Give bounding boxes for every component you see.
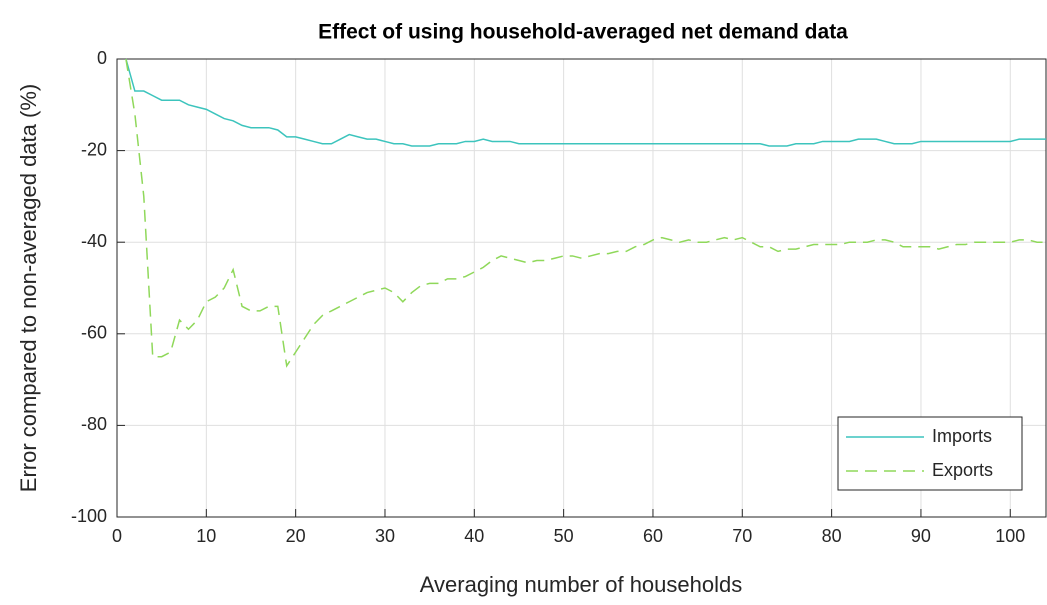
x-tick-label: 40 (464, 526, 484, 546)
x-tick-label: 60 (643, 526, 663, 546)
line-series (125, 58, 1046, 368)
y-tick-label: -20 (81, 139, 107, 159)
line-series (125, 58, 1046, 147)
legend: Imports Exports (837, 416, 1023, 491)
y-tick-label: 0 (97, 48, 107, 68)
x-tick-label: 30 (375, 526, 395, 546)
y-tick-label: -80 (81, 414, 107, 434)
x-tick-label: 0 (112, 526, 122, 546)
x-tick-label: 100 (995, 526, 1025, 546)
legend-box (837, 416, 1023, 491)
y-axis-label: Error compared to non-averaged data (%) (16, 84, 41, 492)
y-tick-label: -60 (81, 323, 107, 343)
legend-label: Imports (932, 426, 992, 446)
plot-frame (116, 58, 1047, 518)
y-tick-label: -40 (81, 231, 107, 251)
y-tick-label: -100 (71, 506, 107, 526)
x-tick-label: 80 (822, 526, 842, 546)
x-tick-label: 90 (911, 526, 931, 546)
x-tick-label: 50 (554, 526, 574, 546)
x-tick-label: 70 (732, 526, 752, 546)
x-axis-label: Averaging number of households (420, 572, 742, 597)
x-tick-label: 20 (286, 526, 306, 546)
x-tick-label: 10 (196, 526, 216, 546)
chart-title: Effect of using household-averaged net d… (318, 21, 848, 44)
legend-label: Exports (932, 460, 993, 480)
